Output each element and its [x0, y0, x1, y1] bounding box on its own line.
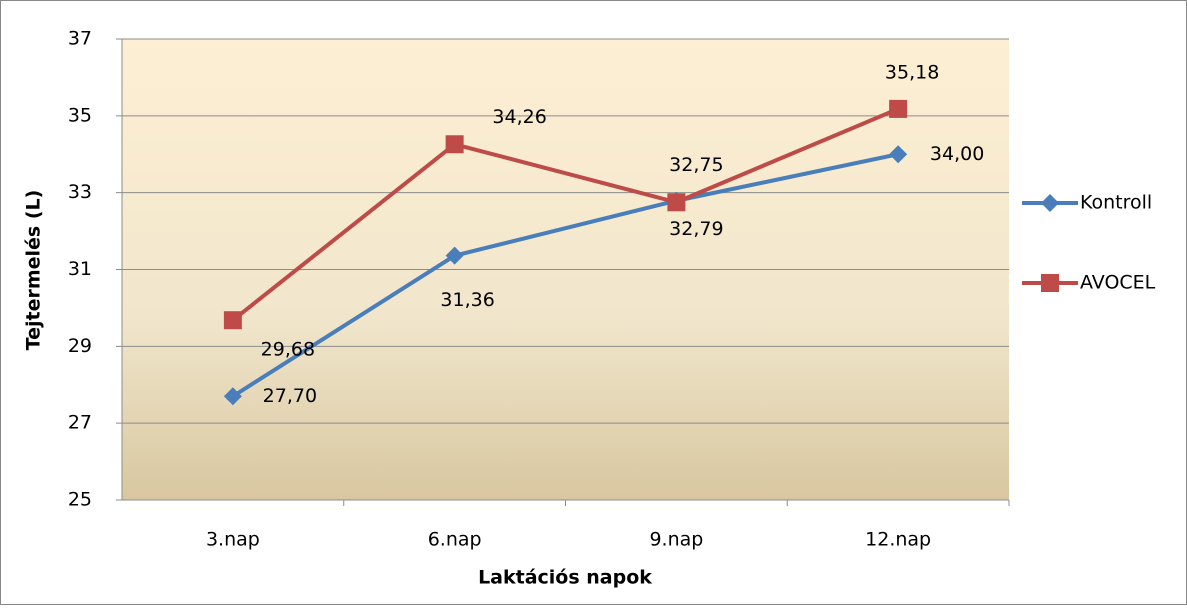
series-line	[231, 152, 899, 398]
marker	[889, 99, 908, 118]
data-label: 34,26	[492, 106, 546, 128]
y-tick-label: 29	[68, 335, 92, 357]
y-axis-title: Tejtermelés (L)	[23, 190, 45, 351]
y-tick-label: 27	[68, 412, 92, 434]
marker	[445, 135, 464, 154]
data-label: 32,75	[669, 154, 723, 176]
data-label: 29,68	[261, 339, 315, 361]
x-tick-label: 3.nap	[206, 529, 260, 551]
marker	[223, 387, 242, 406]
series-line	[231, 107, 899, 322]
y-tick-label: 37	[68, 28, 92, 50]
marker	[223, 311, 242, 330]
x-axis-title: Laktációs napok	[478, 567, 652, 589]
marker	[1041, 274, 1059, 292]
x-tick-label: 6.nap	[428, 529, 482, 551]
data-label: 27,70	[263, 385, 317, 407]
y-tick-label: 33	[68, 181, 92, 203]
data-label: 34,00	[930, 143, 984, 165]
x-tick-label: 9.nap	[649, 529, 703, 551]
marker	[889, 145, 908, 164]
y-tick-label: 25	[68, 489, 92, 511]
x-tick-label: 12.nap	[865, 529, 931, 551]
data-label: 32,79	[669, 218, 723, 240]
marker	[1041, 194, 1059, 212]
y-tick-label: 35	[68, 104, 92, 126]
data-label: 35,18	[885, 61, 939, 83]
legend-label: Kontroll	[1080, 192, 1152, 214]
marker	[445, 246, 464, 265]
marker	[667, 193, 686, 212]
data-label: 31,36	[440, 289, 494, 311]
legend-label: AVOCEL	[1080, 272, 1156, 294]
y-tick-label: 31	[68, 258, 92, 280]
